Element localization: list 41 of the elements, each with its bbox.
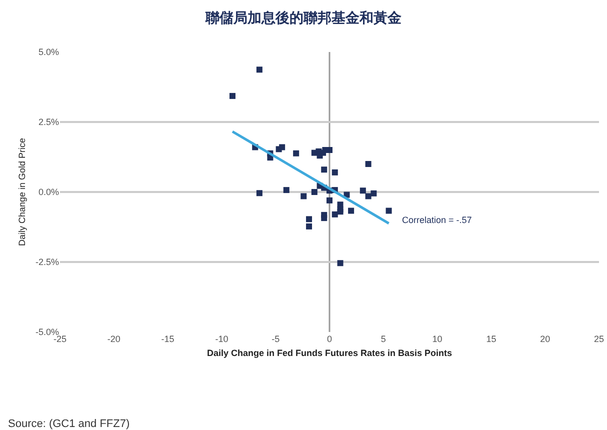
point bbox=[386, 208, 392, 214]
point bbox=[283, 187, 290, 194]
point bbox=[321, 166, 328, 173]
y-axis-title: Daily Change in Gold Price bbox=[16, 138, 27, 246]
point bbox=[229, 92, 236, 99]
chart-title: 聯儲局加息後的聯邦基金和黃金 bbox=[204, 10, 402, 26]
point bbox=[293, 150, 300, 156]
x-tick-label: 5 bbox=[380, 334, 386, 344]
x-tick-label: -15 bbox=[161, 334, 174, 344]
point bbox=[365, 161, 372, 167]
x-tick-label: 15 bbox=[486, 334, 496, 344]
point bbox=[300, 193, 307, 200]
y-tick-label: 0.0% bbox=[38, 187, 59, 198]
x-tick-label: -5 bbox=[272, 334, 280, 344]
y-tick-label: -2.5% bbox=[35, 257, 59, 268]
point bbox=[326, 197, 332, 204]
x-tick-label: 25 bbox=[594, 334, 604, 344]
source-note: Source: (GC1 and FFZ7) bbox=[8, 418, 130, 430]
x-tick-label: 0 bbox=[326, 334, 332, 344]
annotation: Correlation = -.57 bbox=[402, 215, 472, 225]
point bbox=[321, 215, 328, 222]
point bbox=[337, 260, 344, 266]
point bbox=[311, 189, 318, 195]
point bbox=[256, 66, 262, 73]
x-tick-label: 10 bbox=[432, 334, 442, 344]
point bbox=[360, 188, 366, 194]
x-tick-label: -10 bbox=[215, 334, 228, 344]
point bbox=[332, 169, 338, 176]
y-tick-label: 5.0% bbox=[38, 47, 59, 58]
x-axis-title: Daily Change in Fed Funds Futures Rates in Basis Points bbox=[206, 348, 452, 358]
point bbox=[306, 223, 312, 230]
x-tick-label: -20 bbox=[107, 334, 120, 344]
x-tick-label: 20 bbox=[540, 334, 550, 344]
y-tick-label: 2.5% bbox=[38, 117, 59, 128]
point bbox=[306, 216, 312, 222]
point bbox=[348, 208, 354, 214]
point bbox=[256, 190, 262, 196]
point bbox=[332, 211, 338, 218]
point bbox=[370, 190, 377, 196]
point bbox=[279, 144, 286, 150]
point bbox=[365, 193, 372, 200]
